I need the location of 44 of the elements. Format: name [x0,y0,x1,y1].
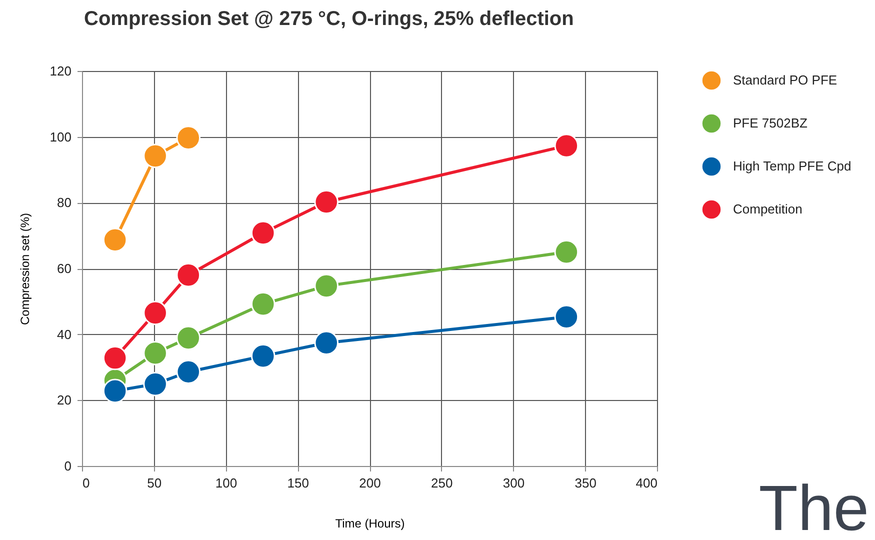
text: The [758,472,869,540]
point [314,190,339,214]
y-tick-label: 100 [50,129,72,144]
x-tick-label: 400 [636,476,658,490]
y-tick-label: 120 [50,64,72,78]
point [314,330,339,356]
x-tick-label: 100 [215,476,238,490]
y-tick-label: 0 [64,458,72,474]
y-tick-label: 60 [57,261,72,276]
point [250,292,276,316]
point [250,344,276,368]
point [250,220,276,246]
y-tick-label: 40 [57,326,72,342]
legend-label: High Temp PFE Cpd [733,158,852,174]
point [314,274,339,298]
y-tick-label: 20 [57,392,72,408]
point [176,360,201,384]
x-axis-title: Time (Hours) [335,516,405,530]
x-tick-label: 300 [502,476,525,490]
point [102,228,128,252]
x-tick-label: 50 [147,476,162,490]
point [176,326,201,350]
point [176,262,201,288]
point [176,126,201,150]
x-tick-label: 150 [287,476,309,490]
point [143,144,168,168]
point [102,346,128,370]
legend-label: PFE 7502BZ [733,116,808,130]
x-tick-label: 200 [359,476,381,490]
chart-title: Compression Set @ 275 °C, O-rings, 25% deflection [84,8,574,30]
legend-label: Competition [733,202,802,216]
y-axis-title: Compression set (%) [18,212,32,326]
legend-label: Standard PO PFE [733,72,838,88]
x-tick-label: 250 [431,476,453,490]
point [554,134,579,158]
x-tick-label: 350 [574,476,596,490]
point [554,304,579,330]
point [554,240,579,264]
point [143,340,168,366]
point [143,372,168,396]
point [102,378,128,404]
y-tick-label: 80 [57,195,72,210]
x-tick-label: 0 [82,476,90,490]
point [143,300,168,326]
